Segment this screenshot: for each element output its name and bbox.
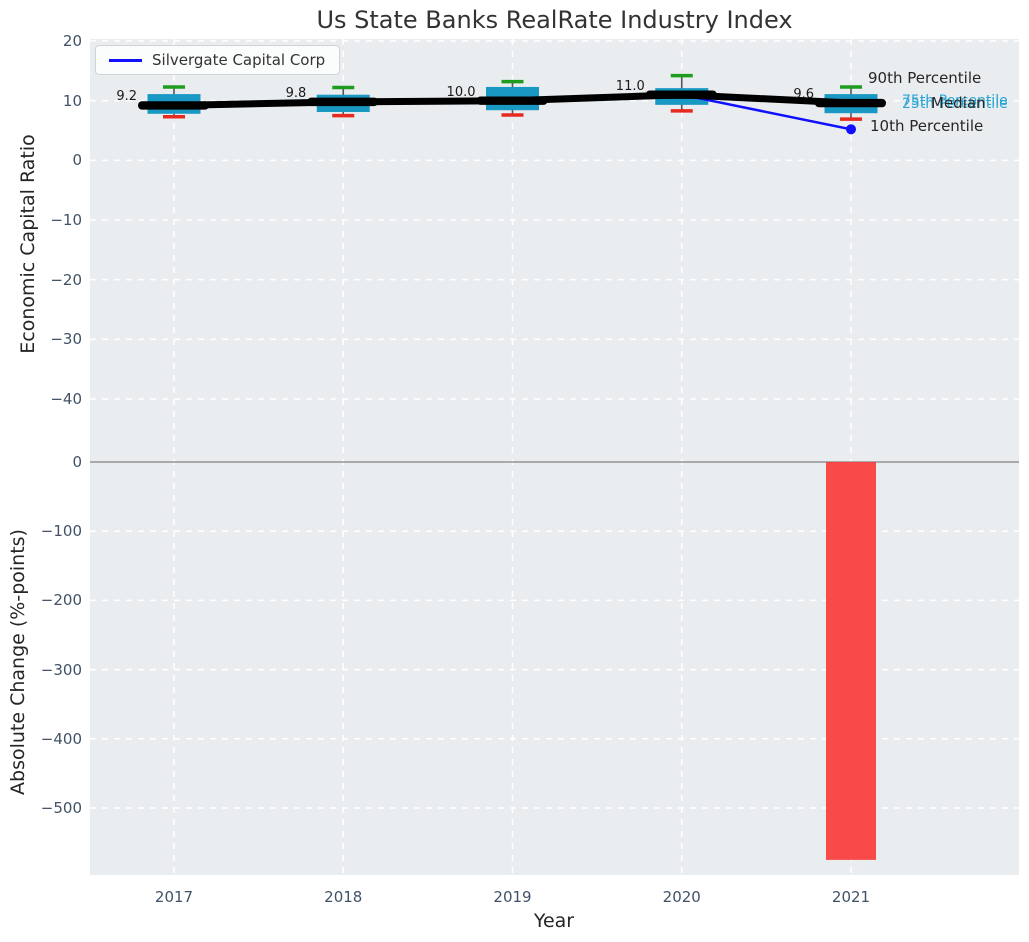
box-value-label-2020: 11.0 [585,79,645,95]
median-bar-2019 [477,96,548,104]
x-axis-label: Year [474,910,634,932]
annotation-median: Median [931,93,986,113]
x-tick-2017: 2017 [129,888,219,906]
y-tick-top-20: 20 [20,32,82,50]
y-tick-bottom-−200: −200 [20,591,82,609]
legend: Silvergate Capital Corp [95,45,340,75]
y-tick-top-10: 10 [20,92,82,110]
bar-2021 [826,462,876,860]
median-bar-2018 [307,98,378,106]
box-value-label-2021: 9.6 [754,87,814,103]
x-tick-2019: 2019 [468,888,558,906]
box-value-label-2017: 9.2 [77,89,137,105]
chart-canvas [0,0,1029,942]
chart-title: Us State Banks RealRate Industry Index [90,6,1019,34]
y-tick-bottom-−500: −500 [20,799,82,817]
series-end-marker [846,124,856,134]
x-tick-2021: 2021 [806,888,896,906]
y-tick-top-−20: −20 [20,271,82,289]
x-tick-2020: 2020 [637,888,727,906]
box-value-label-2019: 10.0 [416,85,476,101]
figure: Us State Banks RealRate Industry Index E… [0,0,1029,942]
y-tick-bottom-0: 0 [20,453,82,471]
y-tick-bottom-−300: −300 [20,661,82,679]
legend-line-sample-icon [109,59,142,62]
box-value-label-2018: 9.8 [246,86,306,102]
annotation-p90: 90th Percentile [868,68,981,88]
median-bar-2020 [646,91,717,99]
x-tick-2018: 2018 [298,888,388,906]
y-tick-top-0: 0 [20,151,82,169]
y-tick-top-−40: −40 [20,390,82,408]
median-bar-2021 [815,99,886,107]
y-tick-top-−30: −30 [20,330,82,348]
legend-label: Silvergate Capital Corp [152,51,325,69]
y-tick-bottom-−400: −400 [20,730,82,748]
annotation-p10: 10th Percentile [870,116,983,136]
median-bar-2017 [138,101,209,109]
y-tick-top-−10: −10 [20,211,82,229]
y-tick-bottom-−100: −100 [20,522,82,540]
